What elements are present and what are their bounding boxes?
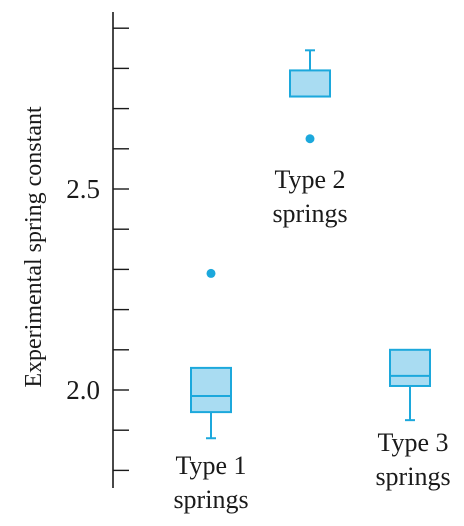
y-axis	[112, 12, 129, 488]
box-plots: Type 1 springs Type 2 springs Type 3 springs	[173, 49, 451, 514]
category-label: Type 2 springs	[272, 165, 347, 228]
axis-labels: 2.0 2.5 Experimental spring constant	[21, 106, 100, 405]
category-label-line: springs	[173, 485, 248, 514]
category-label-line: Type 3	[377, 428, 448, 457]
category-label-line: Type 1	[175, 451, 246, 480]
category-label-line: springs	[375, 462, 450, 491]
box-iqr	[389, 348, 431, 387]
box-plot-group: Type 2 springs	[272, 49, 348, 228]
outlier-point	[206, 268, 216, 278]
category-label: Type 3 springs	[375, 428, 450, 491]
box-plot-group: Type 3 springs	[375, 348, 451, 491]
box-iqr	[289, 69, 331, 98]
y-tick-label: 2.0	[66, 375, 100, 405]
category-label-line: springs	[272, 199, 347, 228]
y-tick-label: 2.5	[66, 174, 100, 204]
y-axis-title: Experimental spring constant	[21, 106, 47, 388]
category-label: Type 1 springs	[173, 451, 248, 514]
category-label-line: Type 2	[274, 165, 345, 194]
box-plot-group: Type 1 springs	[173, 268, 249, 514]
outlier-point	[305, 134, 315, 144]
box-iqr	[190, 366, 232, 414]
